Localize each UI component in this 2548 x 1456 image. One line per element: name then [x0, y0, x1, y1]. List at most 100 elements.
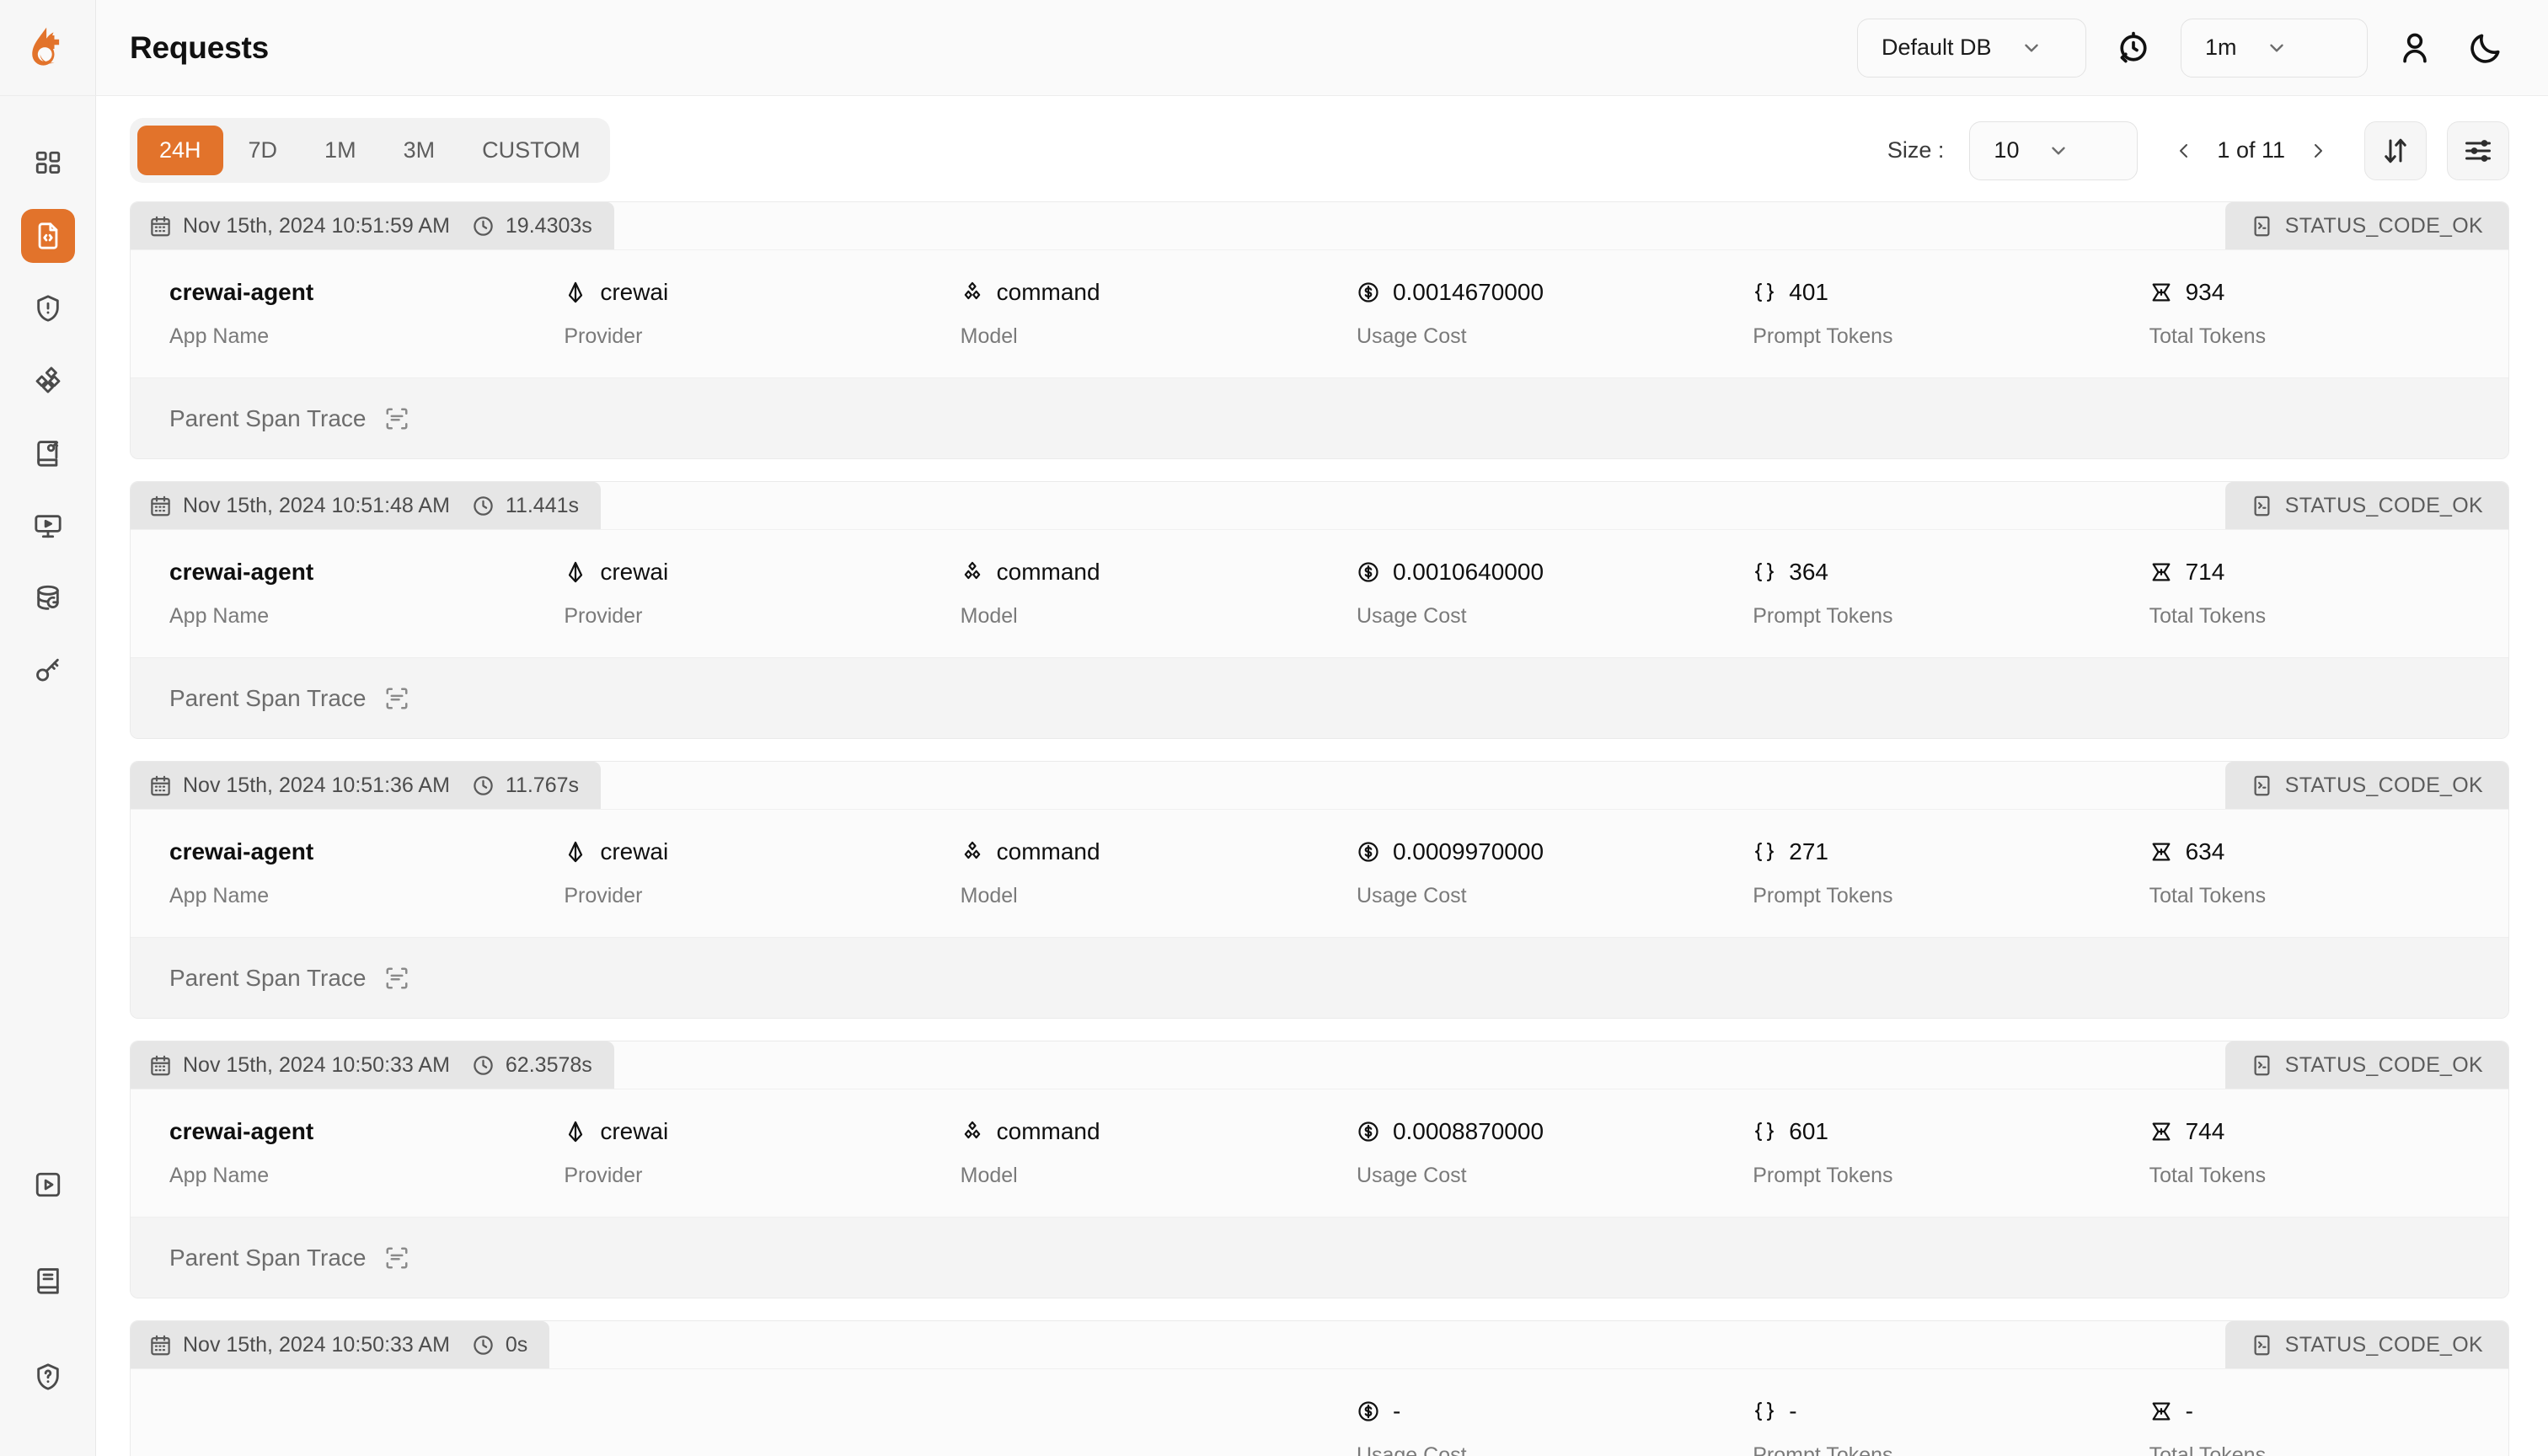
diamonds-icon: [35, 367, 60, 393]
sidebar-item-prompt-hub[interactable]: [21, 354, 75, 408]
timer-refresh-icon: [2120, 31, 2147, 62]
request-card[interactable]: Nov 15th, 2024 10:50:33 AM 62.3578s STAT…: [130, 1041, 2509, 1298]
usage-cost-value-row: 0.0010640000: [1357, 555, 1716, 589]
theme-toggle-button[interactable]: [2462, 24, 2509, 72]
trace-scan-icon[interactable]: [384, 966, 410, 991]
topbar-controls: Default DB 1m: [1857, 18, 2509, 78]
model-value: command: [996, 559, 1100, 585]
app-logo[interactable]: [0, 0, 96, 96]
column-prompt-tokens: 364 Prompt Tokens: [1716, 555, 2112, 629]
duration-text: 0s: [505, 1332, 528, 1357]
interval-selector[interactable]: 1m: [2181, 18, 2368, 78]
page-size-selector[interactable]: 10: [1969, 120, 2138, 180]
sidebar-item-api-keys[interactable]: [21, 644, 75, 698]
requests-list: Nov 15th, 2024 10:51:59 AM 19.4303s STAT…: [96, 201, 2548, 1456]
interval-selector-value: 1m: [2205, 35, 2237, 60]
usage-cost-label: Usage Cost: [1356, 884, 1467, 907]
time-range-tab-1m[interactable]: 1M: [324, 137, 356, 163]
parent-span-trace-label: Parent Span Trace: [169, 1244, 367, 1271]
calendar-icon: [151, 775, 170, 795]
app-name-value-row: crewai-agent: [169, 276, 527, 309]
trace-scan-icon[interactable]: [384, 1245, 410, 1271]
trace-scan-icon-glyph: [386, 967, 408, 988]
sidebar-item-getting-started[interactable]: [21, 1158, 75, 1212]
provider-value-row: [564, 1394, 923, 1428]
request-card[interactable]: Nov 15th, 2024 10:51:59 AM 19.4303s STAT…: [130, 201, 2509, 459]
usage-cost-label: Usage Cost: [1356, 604, 1467, 628]
pager: 1 of 11: [2170, 136, 2332, 165]
duration-text: 62.3578s: [505, 1052, 592, 1077]
dollar-circle-icon: [1358, 1401, 1378, 1421]
shield-question-icon: [36, 1363, 59, 1390]
total-tokens-value-row: 714: [2149, 555, 2508, 589]
crewai-diamond-icon: [569, 841, 583, 863]
parent-span-trace-row[interactable]: Parent Span Trace: [131, 657, 2508, 738]
braces-icon: [1755, 1121, 1774, 1142]
header-spacer: [601, 762, 2225, 809]
usage-cost-value: 0.0014670000: [1392, 279, 1544, 305]
column-provider: crewai Provider: [527, 1115, 923, 1188]
total-tokens-value-row: 744: [2149, 1115, 2508, 1148]
model-value: command: [996, 838, 1100, 864]
sidebar-item-documentation[interactable]: [21, 1254, 75, 1308]
timestamp-text: Nov 15th, 2024 10:50:33 AM: [183, 1332, 450, 1357]
time-range-tabs: 24H 7D 1M 3M CUSTOM: [130, 118, 610, 183]
profile-button[interactable]: [2391, 24, 2438, 72]
sidebar-item-database-config[interactable]: [21, 571, 75, 625]
sidebar-item-exceptions[interactable]: [21, 281, 75, 335]
usage-cost-label: Usage Cost: [1356, 324, 1467, 348]
sort-button[interactable]: [2364, 120, 2427, 180]
request-card[interactable]: Nov 15th, 2024 10:51:48 AM 11.441s STATU…: [130, 481, 2509, 739]
trace-scan-icon[interactable]: [384, 686, 410, 711]
time-range-tab-custom[interactable]: CUSTOM: [482, 137, 581, 163]
total-tokens-value: 714: [2185, 559, 2225, 585]
refresh-interval-button[interactable]: [2110, 24, 2157, 72]
request-card[interactable]: Nov 15th, 2024 10:50:33 AM 0s STATUS_COD…: [130, 1320, 2509, 1456]
filter-button[interactable]: [2447, 120, 2509, 180]
page-indicator: 1 of 11: [2217, 137, 2285, 163]
time-range-tab-24h[interactable]: 24H: [137, 126, 223, 175]
sidebar: [0, 0, 96, 1456]
app-name-value: crewai-agent: [169, 559, 314, 585]
header-spacer: [614, 1041, 2225, 1089]
column-model: command Model: [923, 555, 1320, 629]
topbar: Requests Default DB 1m: [96, 0, 2548, 96]
trace-scan-icon-glyph: [386, 688, 408, 709]
request-card[interactable]: Nov 15th, 2024 10:51:36 AM 11.767s STATU…: [130, 761, 2509, 1019]
chevron-down-icon: [2052, 147, 2066, 154]
provider-value: crewai: [600, 838, 669, 864]
prev-page-button[interactable]: [2170, 136, 2198, 165]
terminal-icon: [2254, 495, 2270, 516]
provider-value-row: crewai: [564, 555, 923, 589]
sliders-icon: [2465, 139, 2491, 162]
calendar-icon: [151, 216, 170, 236]
sidebar-item-playground[interactable]: [21, 499, 75, 553]
parent-span-trace-row[interactable]: Parent Span Trace: [131, 937, 2508, 1018]
usage-cost-value: 0.0010640000: [1392, 559, 1544, 585]
next-page-button[interactable]: [2304, 136, 2332, 165]
sidebar-item-dashboard[interactable]: [21, 136, 75, 190]
provider-label: Provider: [564, 604, 643, 628]
sidebar-item-support[interactable]: [21, 1350, 75, 1404]
prompt-tokens-label: Prompt Tokens: [1753, 1164, 1893, 1187]
tokens-icon: [2152, 1122, 2171, 1141]
time-range-tab-3m[interactable]: 3M: [403, 137, 436, 163]
time-range-tab-7d[interactable]: 7D: [248, 137, 278, 163]
dashboard-grid-icon: [35, 151, 60, 174]
model-value-row: command: [961, 835, 1320, 869]
terminal-icon: [2254, 1055, 2270, 1075]
parent-span-trace-row[interactable]: Parent Span Trace: [131, 377, 2508, 458]
sidebar-item-vault[interactable]: [21, 426, 75, 480]
calendar-icon: [151, 495, 170, 516]
request-card-header: Nov 15th, 2024 10:50:33 AM 0s STATUS_COD…: [131, 1321, 2508, 1368]
clock-icon: [474, 775, 493, 795]
database-selector-value: Default DB: [1882, 35, 1992, 60]
total-tokens-value-row: -: [2149, 1394, 2508, 1428]
database-selector[interactable]: Default DB: [1857, 18, 2086, 78]
dollar-circle-icon: [1358, 562, 1378, 582]
column-model: [923, 1394, 1320, 1456]
parent-span-trace-row[interactable]: Parent Span Trace: [131, 1217, 2508, 1298]
calendar-icon: [151, 1055, 170, 1075]
sidebar-item-requests[interactable]: [20, 209, 75, 263]
trace-scan-icon[interactable]: [384, 406, 410, 431]
